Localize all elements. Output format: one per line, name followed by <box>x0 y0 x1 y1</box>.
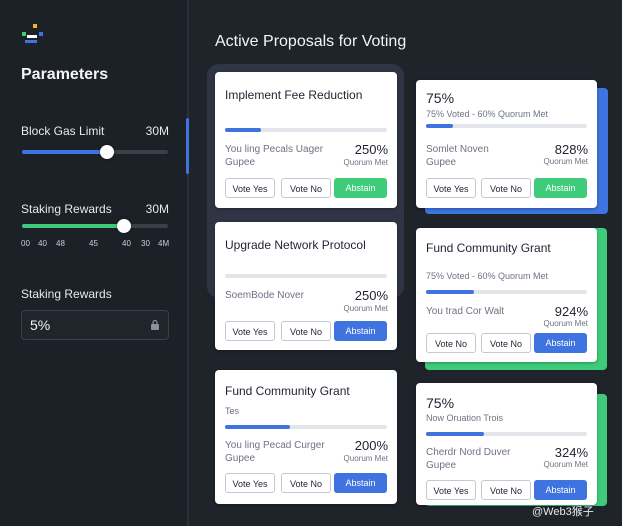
proposal-subtitle: Tes <box>225 406 240 416</box>
proposal-progress-fill <box>225 128 261 132</box>
proposal-detail: SoemBode Nover <box>225 290 304 301</box>
proposal-progress <box>225 274 387 278</box>
lock-icon <box>151 319 159 330</box>
abstain-button[interactable]: Abstain <box>334 321 387 341</box>
abstain-button[interactable]: Abstain <box>534 480 587 500</box>
sidebar: Parameters Block Gas Limit 30M Staking R… <box>0 0 188 526</box>
proposal-title: Implement Fee Reduction <box>225 88 363 102</box>
quorum-percent: 250% <box>354 142 388 157</box>
quorum-percent: 924% <box>554 304 588 319</box>
proposal-progress-fill <box>225 425 290 429</box>
proposal-card: 75% Now Oruation Trois Cherdr Nord Duver… <box>416 383 597 505</box>
proposal-card: Implement Fee Reduction You ling Pecals … <box>215 72 397 208</box>
quorum-percent: 200% <box>354 438 388 453</box>
staking-rewards-ticks: 00 40 48 45 40 30 4M <box>21 239 171 251</box>
quorum-status: Quorum Met <box>543 319 588 328</box>
vote-no-button[interactable]: Vote No <box>426 333 476 353</box>
quorum-percent: 324% <box>554 445 588 460</box>
quorum-status: Quorum Met <box>543 157 588 166</box>
staking-rewards-slider[interactable] <box>22 219 168 233</box>
proposal-detail: Gupee <box>426 157 457 168</box>
block-gas-slider-handle[interactable] <box>99 145 114 159</box>
proposal-card: Fund Community Grant 75% Voted - 60% Quo… <box>416 228 597 362</box>
proposal-progress <box>426 432 587 436</box>
proposal-progress <box>426 290 587 294</box>
staking-rewards-value: 30M <box>145 202 169 216</box>
staking-rewards-slider-handle[interactable] <box>117 219 132 233</box>
vote-yes-button[interactable]: Vote Yes <box>225 473 275 493</box>
proposal-detail: You ling Pecad Curger <box>225 440 325 451</box>
vote-no-button[interactable]: Vote No <box>281 473 331 493</box>
staking-rewards-input-value: 5% <box>30 317 51 333</box>
watermark: @Web3猴子 <box>532 506 594 518</box>
tick-label: 48 <box>56 239 65 248</box>
quorum-percent: 250% <box>354 288 388 303</box>
proposal-title: Upgrade Network Protocol <box>225 238 366 252</box>
proposal-title: 75% <box>426 395 455 411</box>
abstain-button[interactable]: Abstain <box>534 333 587 353</box>
logo-icon <box>22 24 43 43</box>
vote-no-button[interactable]: Vote No <box>481 480 531 500</box>
proposal-progress-fill <box>426 290 475 294</box>
proposal-card: 75% 75% Voted - 60% Quorum Met Somlet No… <box>416 80 597 208</box>
proposal-card: Upgrade Network Protocol SoemBode Nover … <box>215 222 397 350</box>
proposal-detail: Cherdr Nord Duver <box>426 447 511 458</box>
tick-label: 40 <box>122 239 131 248</box>
proposal-subtitle: 75% Voted - 60% Quorum Met <box>426 271 549 281</box>
sidebar-title: Parameters <box>21 66 109 83</box>
quorum-status: Quorum Met <box>543 460 588 469</box>
tick-label: 4M <box>158 239 170 248</box>
proposal-detail: Gupee <box>426 460 457 471</box>
tick-label: 45 <box>89 239 98 248</box>
proposal-progress <box>225 128 387 132</box>
block-gas-value: 30M <box>145 124 169 138</box>
proposal-detail: Gupee <box>225 157 256 168</box>
tick-label: 30 <box>141 239 150 248</box>
proposal-detail: Somlet Noven <box>426 144 489 155</box>
proposal-subtitle: Now Oruation Trois <box>426 413 504 423</box>
quorum-percent: 828% <box>554 142 588 157</box>
vote-no-button[interactable]: Vote No <box>481 178 531 198</box>
proposal-card: Fund Community Grant Tes You ling Pecad … <box>215 370 397 504</box>
abstain-button[interactable]: Abstain <box>534 178 587 198</box>
vote-yes-button[interactable]: Vote Yes <box>426 480 476 500</box>
vote-yes-button[interactable]: Vote Yes <box>225 178 275 198</box>
block-gas-slider-fill <box>22 150 107 154</box>
proposal-detail: Gupee <box>225 453 256 464</box>
block-gas-slider[interactable] <box>22 145 168 159</box>
vote-no-button[interactable]: Vote No <box>281 178 331 198</box>
proposal-subtitle: 75% Voted - 60% Quorum Met <box>426 109 549 119</box>
vote-no-button[interactable]: Vote No <box>481 333 531 353</box>
proposal-title: Fund Community Grant <box>225 384 350 398</box>
quorum-status: Quorum Met <box>343 454 388 463</box>
proposal-progress <box>426 124 587 128</box>
abstain-button[interactable]: Abstain <box>334 473 387 493</box>
tick-label: 00 <box>21 239 30 248</box>
page-title: Active Proposals for Voting <box>215 33 407 50</box>
quorum-status: Quorum Met <box>343 304 388 313</box>
proposal-detail: You trad Cor Walt <box>426 306 505 317</box>
proposal-progress-fill <box>426 124 454 128</box>
staking-rewards-label: Staking Rewards <box>21 202 112 216</box>
staking-rewards-slider-fill <box>22 224 125 228</box>
proposal-detail: You ling Pecals Uager <box>225 144 324 155</box>
proposal-title: Fund Community Grant <box>426 241 551 255</box>
proposal-progress <box>225 425 387 429</box>
sidebar-divider <box>187 0 189 526</box>
proposal-progress-fill <box>426 432 484 436</box>
quorum-status: Quorum Met <box>343 158 388 167</box>
staking-rewards-input[interactable]: 5% <box>21 310 169 340</box>
staking-rewards-input-label: Staking Rewards <box>21 287 112 301</box>
tick-label: 40 <box>38 239 47 248</box>
proposal-title: 75% <box>426 90 455 106</box>
abstain-button[interactable]: Abstain <box>334 178 387 198</box>
sidebar-active-indicator <box>186 118 189 174</box>
vote-yes-button[interactable]: Vote Yes <box>426 178 476 198</box>
block-gas-label: Block Gas Limit <box>21 124 105 138</box>
vote-yes-button[interactable]: Vote Yes <box>225 321 275 341</box>
vote-no-button[interactable]: Vote No <box>281 321 331 341</box>
